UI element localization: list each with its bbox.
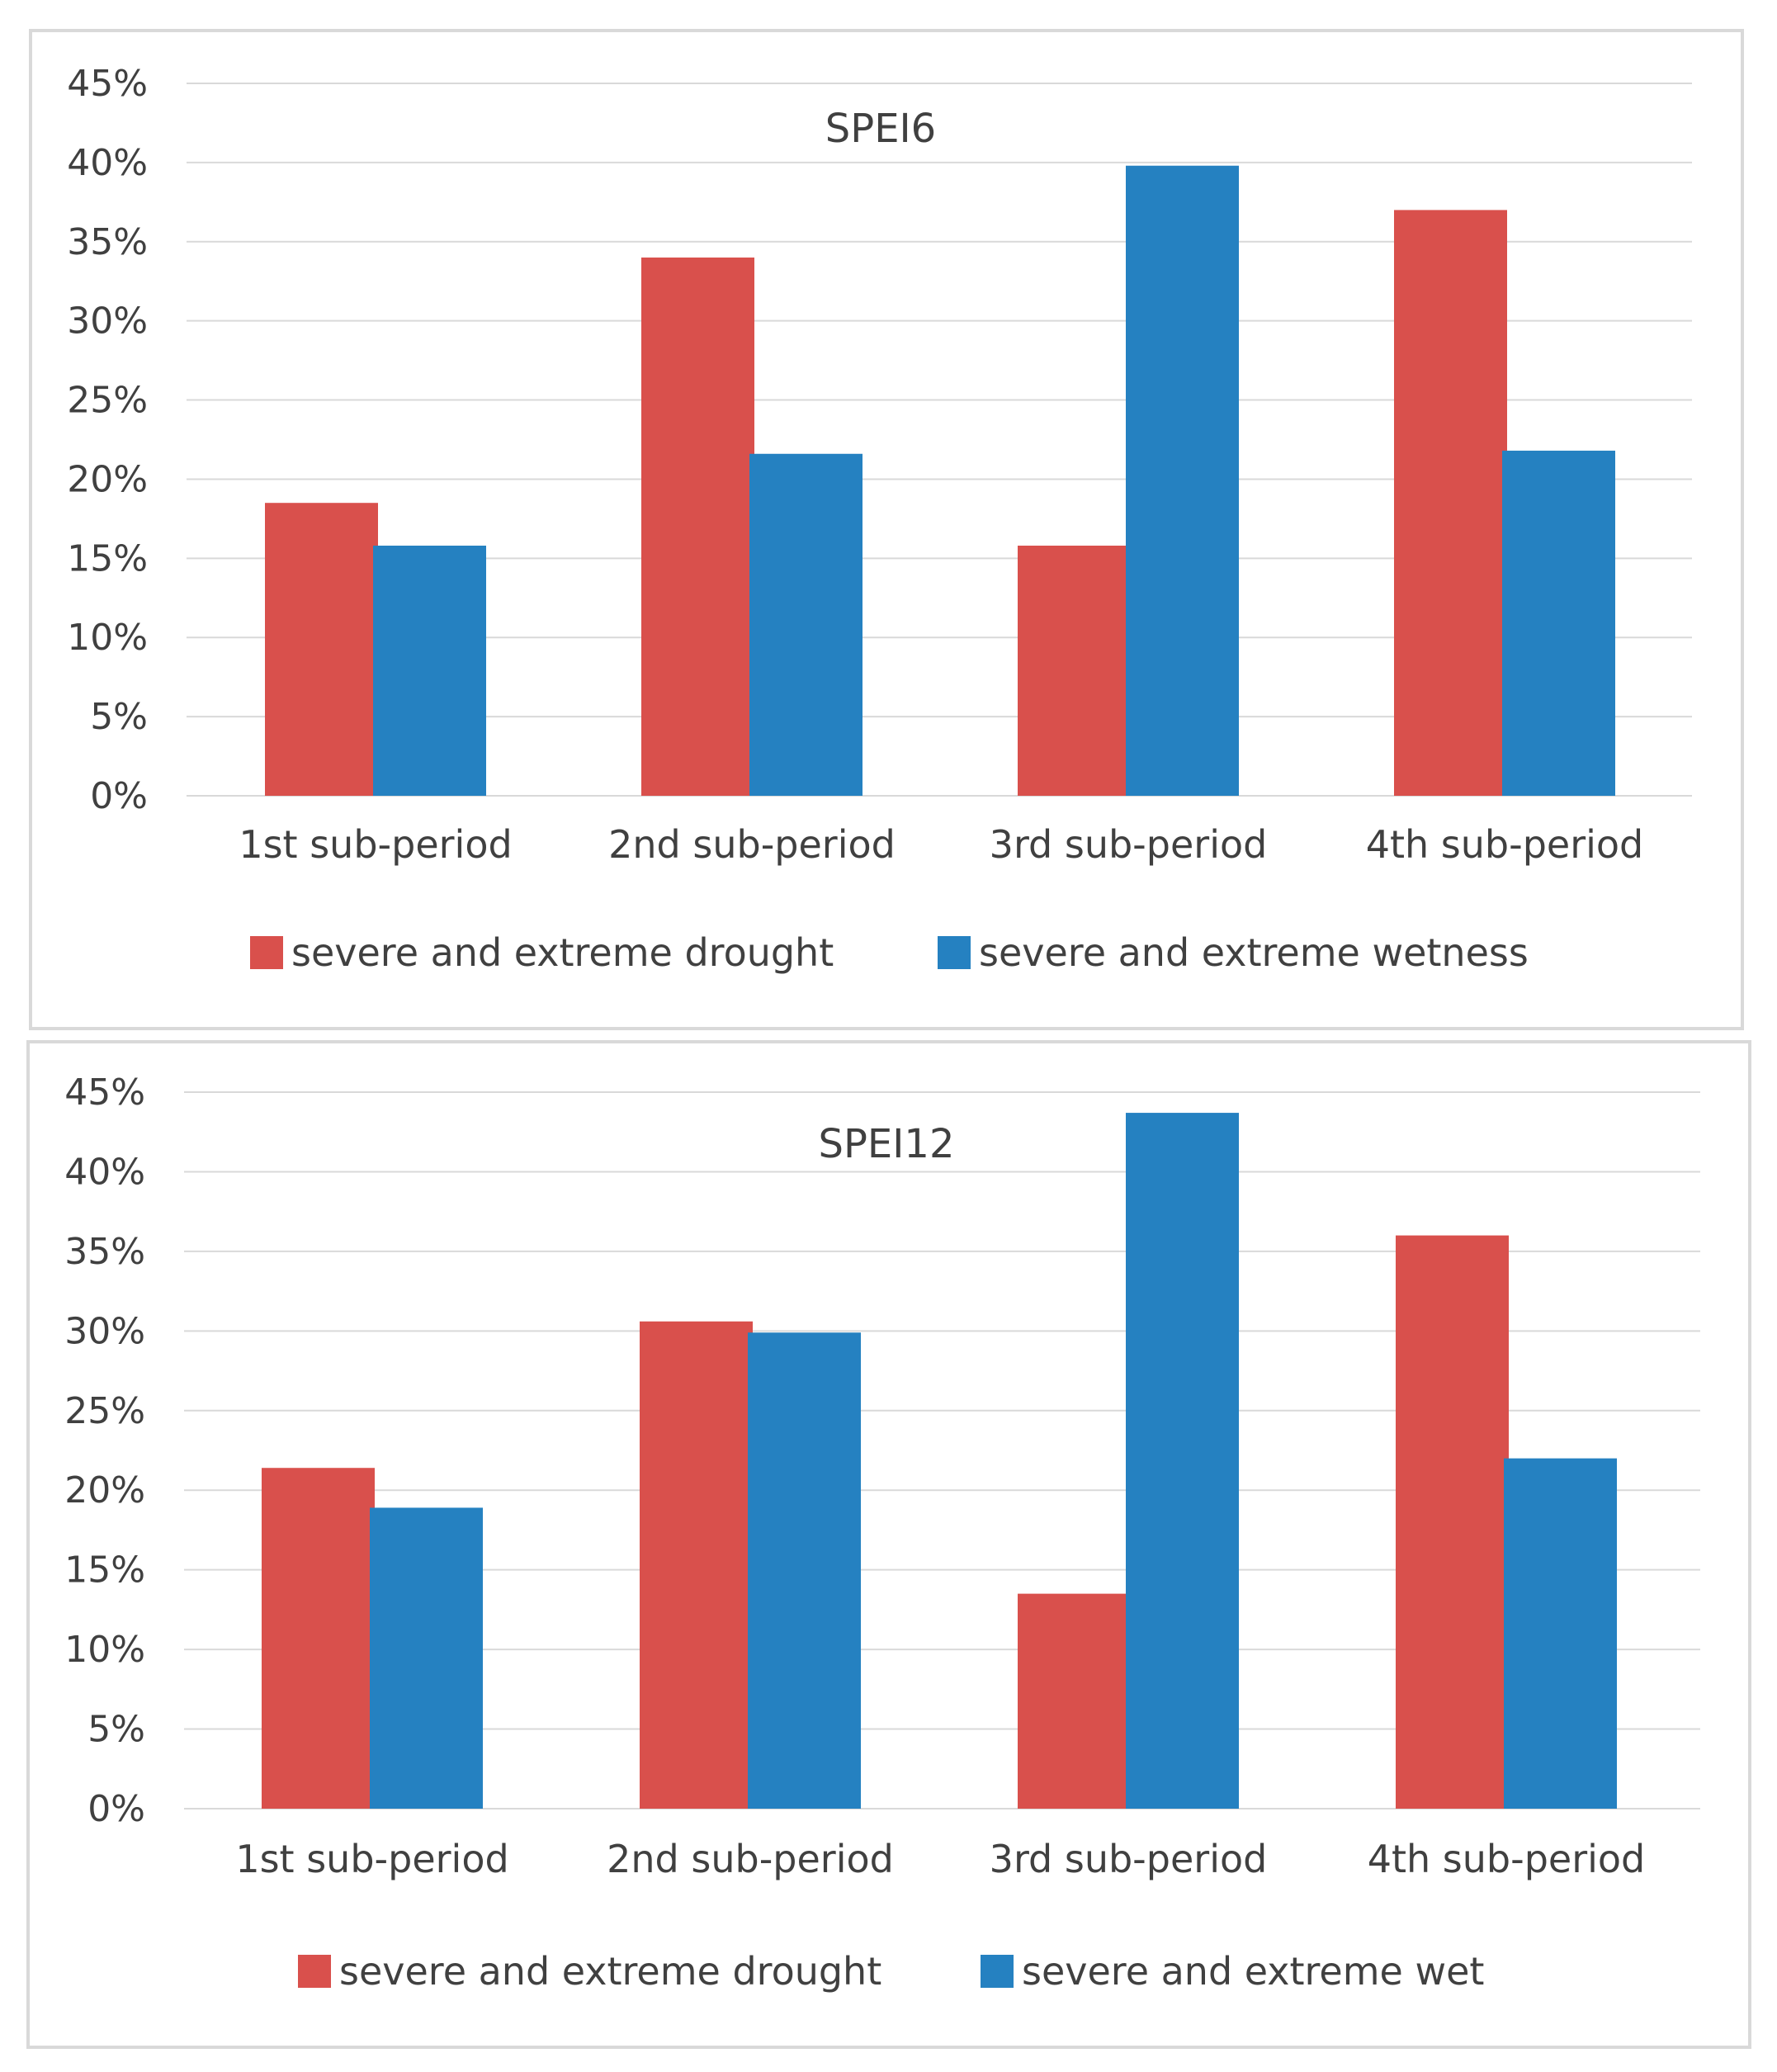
y-tick-label: 15% xyxy=(67,537,148,579)
y-tick-label: 15% xyxy=(64,1549,145,1592)
category-label: 2nd sub-period xyxy=(608,822,896,867)
bar-wet xyxy=(1502,450,1615,796)
y-tick-label: 25% xyxy=(64,1390,145,1432)
y-tick-label: 10% xyxy=(67,617,148,659)
category-label: 2nd sub-period xyxy=(607,1837,894,1881)
y-tick-label: 30% xyxy=(64,1310,145,1352)
category-label: 1st sub-period xyxy=(235,1837,508,1881)
bar-wet xyxy=(748,1332,861,1809)
y-tick-label: 45% xyxy=(64,1071,145,1114)
legend-swatch xyxy=(938,936,971,969)
y-tick-label: 25% xyxy=(67,380,148,422)
bar-wet xyxy=(1126,165,1239,797)
y-tick-label: 40% xyxy=(64,1151,145,1193)
legend-swatch xyxy=(250,936,283,969)
legend-swatch xyxy=(981,1955,1014,1988)
bar-chart-spei6: 0% 5% 10% 15% 20% 25% 30% 35% 40% 45% SPEI6 1st sub… xyxy=(67,63,1692,975)
bar-drought xyxy=(1396,1235,1509,1809)
bar-wet xyxy=(1126,1113,1239,1809)
category-label: 3rd sub-period xyxy=(990,822,1268,867)
y-tick-label: 0% xyxy=(90,775,148,817)
y-tick-label: 5% xyxy=(87,1709,145,1751)
bar-drought xyxy=(641,257,754,796)
y-tick-label: 10% xyxy=(64,1629,145,1671)
y-tick-label: 5% xyxy=(90,696,148,738)
y-tick-label: 0% xyxy=(87,1788,145,1830)
bar-drought xyxy=(1018,1593,1131,1809)
y-tick-label: 45% xyxy=(67,63,148,105)
chart-panel-spei6: 0% 5% 10% 15% 20% 25% 30% 35% 40% 45% SPEI6 1st sub… xyxy=(29,29,1744,1030)
category-label: 3rd sub-period xyxy=(990,1837,1268,1881)
legend-label: severe and extreme wet xyxy=(1022,1949,1484,1994)
legend-swatch xyxy=(298,1955,331,1988)
bar-wet xyxy=(749,453,863,796)
bar-drought xyxy=(1394,210,1507,796)
chart-title: SPEI6 xyxy=(825,106,936,152)
legend-label: severe and extreme drought xyxy=(291,930,834,975)
chart-title: SPEI12 xyxy=(819,1121,955,1167)
category-label: 4th sub-period xyxy=(1366,822,1644,867)
bar-chart-spei12: 0% 5% 10% 15% 20% 25% 30% 35% 40% 45% SPEI12 1st su… xyxy=(64,1071,1700,1994)
bar-drought xyxy=(265,503,378,796)
bar-drought xyxy=(262,1468,375,1809)
legend-label: severe and extreme wetness xyxy=(979,930,1529,975)
bar-wet xyxy=(1504,1458,1617,1809)
y-tick-label: 35% xyxy=(64,1231,145,1273)
bar-wet xyxy=(370,1507,483,1809)
chart-panel-spei12: 0% 5% 10% 15% 20% 25% 30% 35% 40% 45% SPEI12 1st su… xyxy=(26,1040,1751,2049)
y-tick-label: 20% xyxy=(67,458,148,500)
y-tick-label: 30% xyxy=(67,300,148,343)
bar-drought xyxy=(1018,545,1131,796)
y-tick-label: 20% xyxy=(64,1469,145,1511)
category-label: 4th sub-period xyxy=(1368,1837,1646,1881)
bar-drought xyxy=(640,1321,753,1809)
y-tick-label: 35% xyxy=(67,221,148,263)
y-tick-label: 40% xyxy=(67,142,148,184)
bar-wet xyxy=(373,545,486,796)
legend-label: severe and extreme drought xyxy=(339,1949,881,1994)
category-label: 1st sub-period xyxy=(239,822,512,867)
